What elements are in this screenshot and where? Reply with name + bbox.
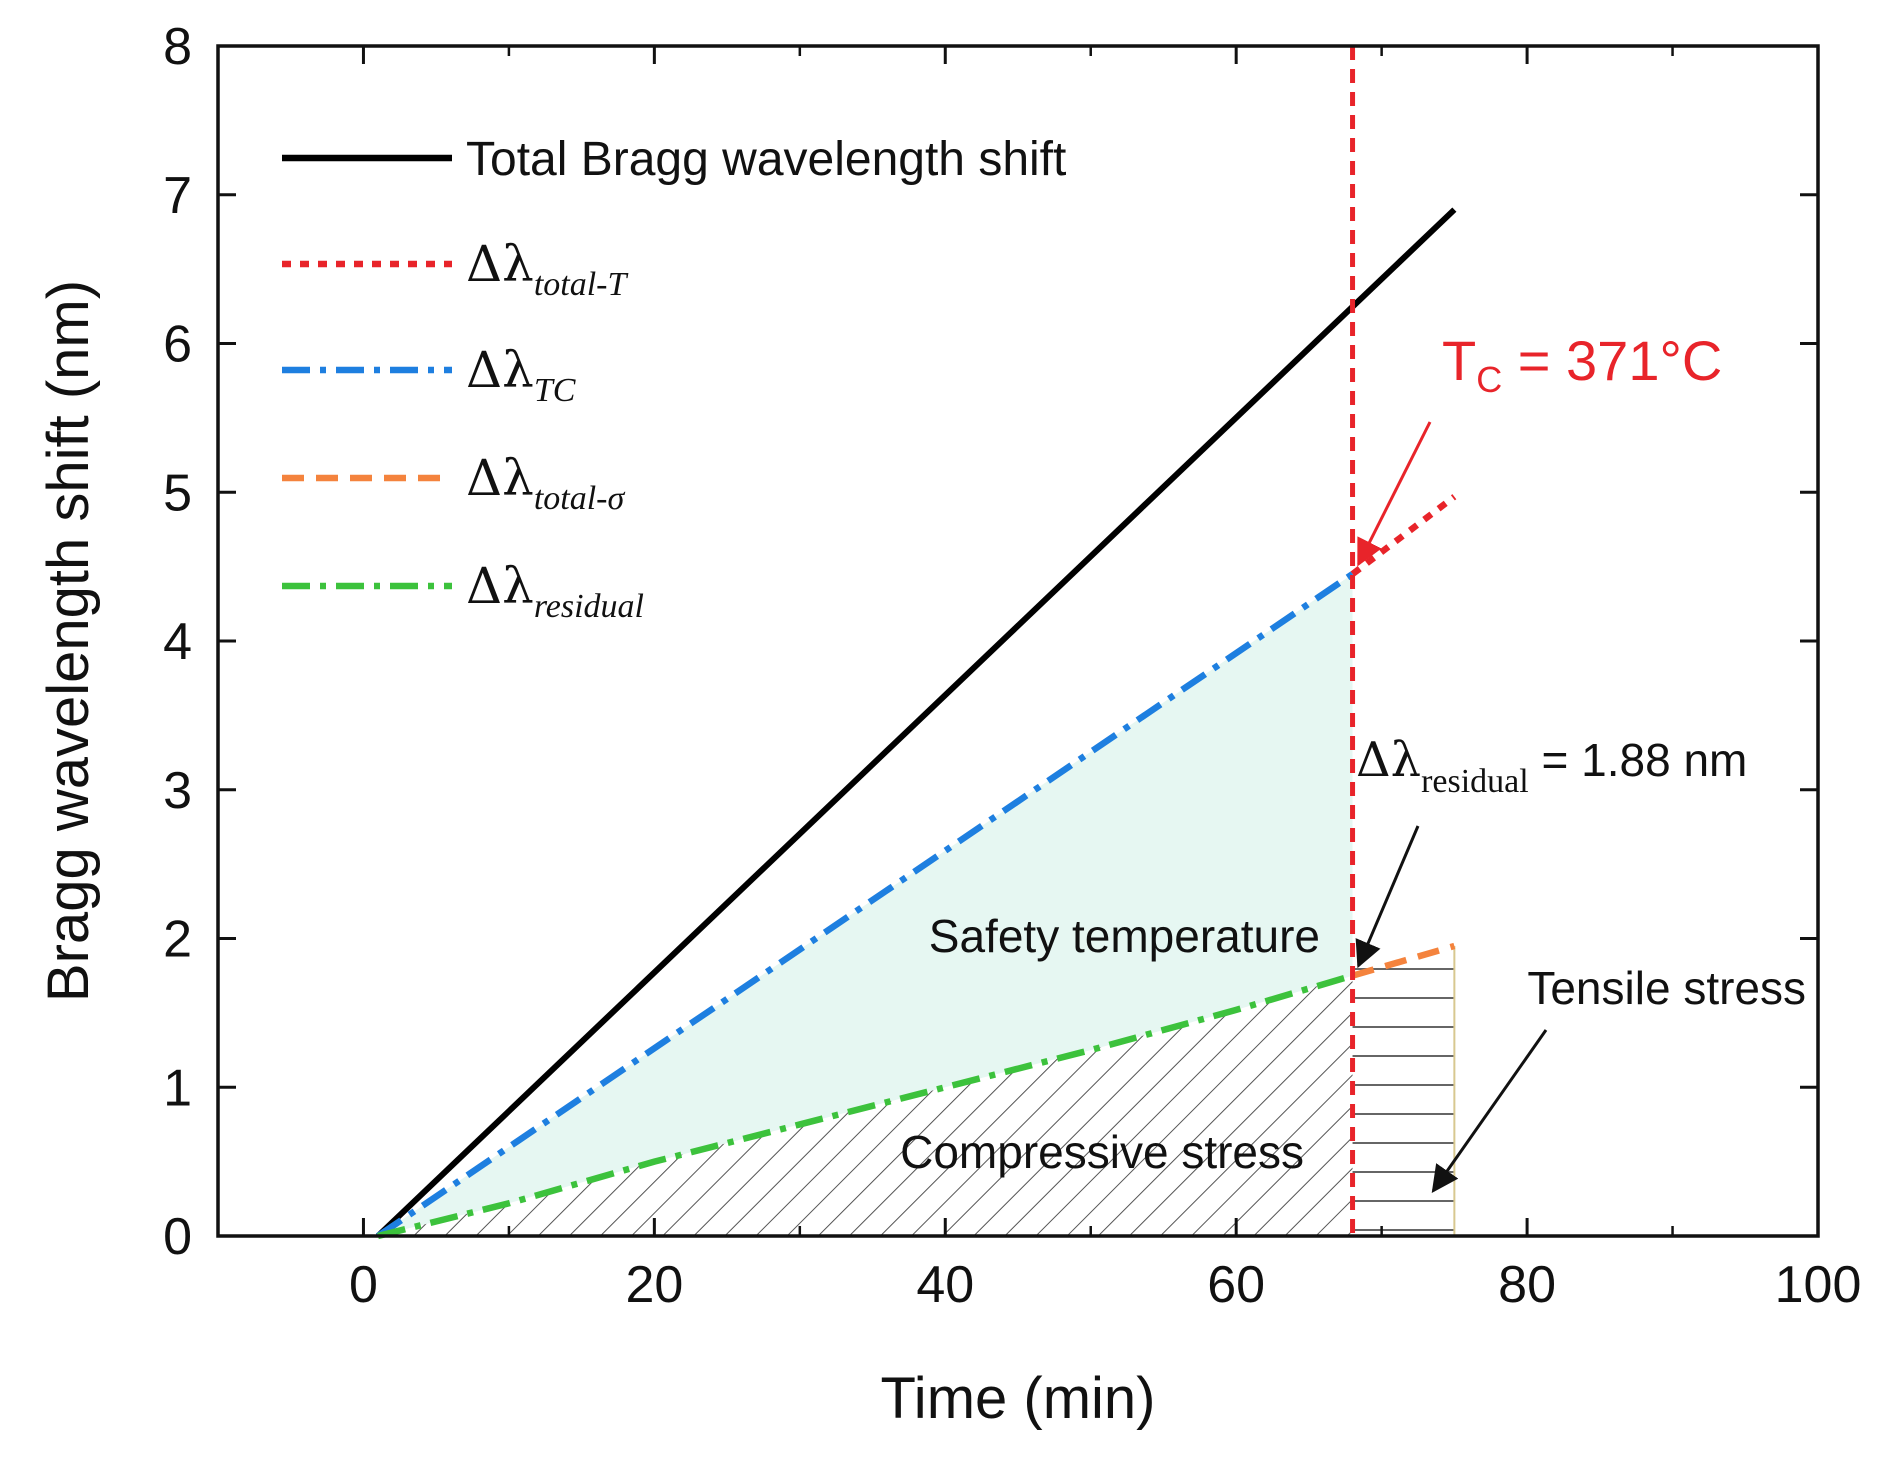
legend-subscript: residual — [534, 588, 644, 625]
annotations: TC = 371°C Δλresidual = 1.88 nm Safety tem… — [900, 329, 1806, 1193]
legend-subscript: total-σ — [534, 480, 626, 517]
legend-label-3: Δλtotal-σ — [466, 449, 625, 517]
y-tick-label: 4 — [163, 613, 192, 671]
series-line-2 — [376, 571, 1355, 1239]
tc-main: T — [1442, 329, 1476, 392]
series-line-4 — [377, 972, 1354, 1240]
legend-subscript: TC — [534, 372, 576, 409]
axis-ticks: 0 20 40 60 80 100 0 1 2 3 4 5 6 7 8 — [163, 18, 1861, 1314]
x-axis-title: Time (min) — [881, 1366, 1156, 1431]
residual-subscript: residual — [1421, 763, 1529, 800]
tensile-arrow — [1431, 1029, 1548, 1193]
legend-label-4: Δλresidual — [466, 557, 644, 625]
y-tick-label: 5 — [163, 464, 192, 522]
y-tick-label: 8 — [163, 18, 192, 76]
tc-arrow — [1357, 421, 1432, 567]
legend-symbol: Δλ — [466, 235, 534, 293]
legend: Total Bragg wavelength shiftΔλtotal-TΔλT… — [282, 133, 1066, 625]
y-tick-label: 1 — [163, 1059, 192, 1117]
compressive-stress-region — [378, 975, 1353, 1236]
legend-label-0: Total Bragg wavelength shift — [466, 133, 1066, 186]
tensile-stress-label: Tensile stress — [1527, 962, 1806, 1014]
x-tick-label: 40 — [916, 1256, 974, 1314]
tc-label: TC = 371°C — [1442, 329, 1722, 400]
y-tick-label: 2 — [163, 911, 192, 969]
series-line-0 — [375, 207, 1457, 1239]
x-tick-label: 60 — [1207, 1256, 1265, 1314]
y-tick-label: 3 — [163, 762, 192, 820]
x-tick-label: 80 — [1498, 1256, 1556, 1314]
residual-arrow — [1355, 825, 1420, 969]
residual-label: Δλresidual = 1.88 nm — [1356, 732, 1747, 800]
legend-label-1: Δλtotal-T — [466, 235, 628, 303]
x-tick-label: 20 — [625, 1256, 683, 1314]
x-tick-label: 100 — [1775, 1256, 1862, 1314]
residual-symbol: Δλ — [1356, 732, 1421, 788]
legend-symbol: Δλ — [466, 557, 534, 615]
legend-label-2: ΔλTC — [466, 341, 576, 409]
tc-subscript: C — [1476, 359, 1502, 400]
x-tick-label: 0 — [349, 1256, 378, 1314]
residual-value: = 1.88 nm — [1529, 734, 1748, 786]
y-tick-label: 0 — [163, 1208, 192, 1266]
series-line-1 — [1350, 494, 1457, 577]
y-tick-label: 6 — [163, 316, 192, 374]
y-axis-title: Bragg wavelength shift (nm) — [36, 280, 101, 1002]
safety-temperature-label: Safety temperature — [929, 910, 1320, 962]
compressive-stress-label: Compressive stress — [900, 1126, 1304, 1178]
y-tick-label: 7 — [163, 167, 192, 225]
legend-subscript: total-T — [534, 266, 629, 303]
tc-value: = 371°C — [1502, 329, 1722, 392]
legend-symbol: Δλ — [466, 449, 534, 507]
series-line-3 — [1351, 942, 1456, 979]
legend-symbol: Δλ — [466, 341, 534, 399]
